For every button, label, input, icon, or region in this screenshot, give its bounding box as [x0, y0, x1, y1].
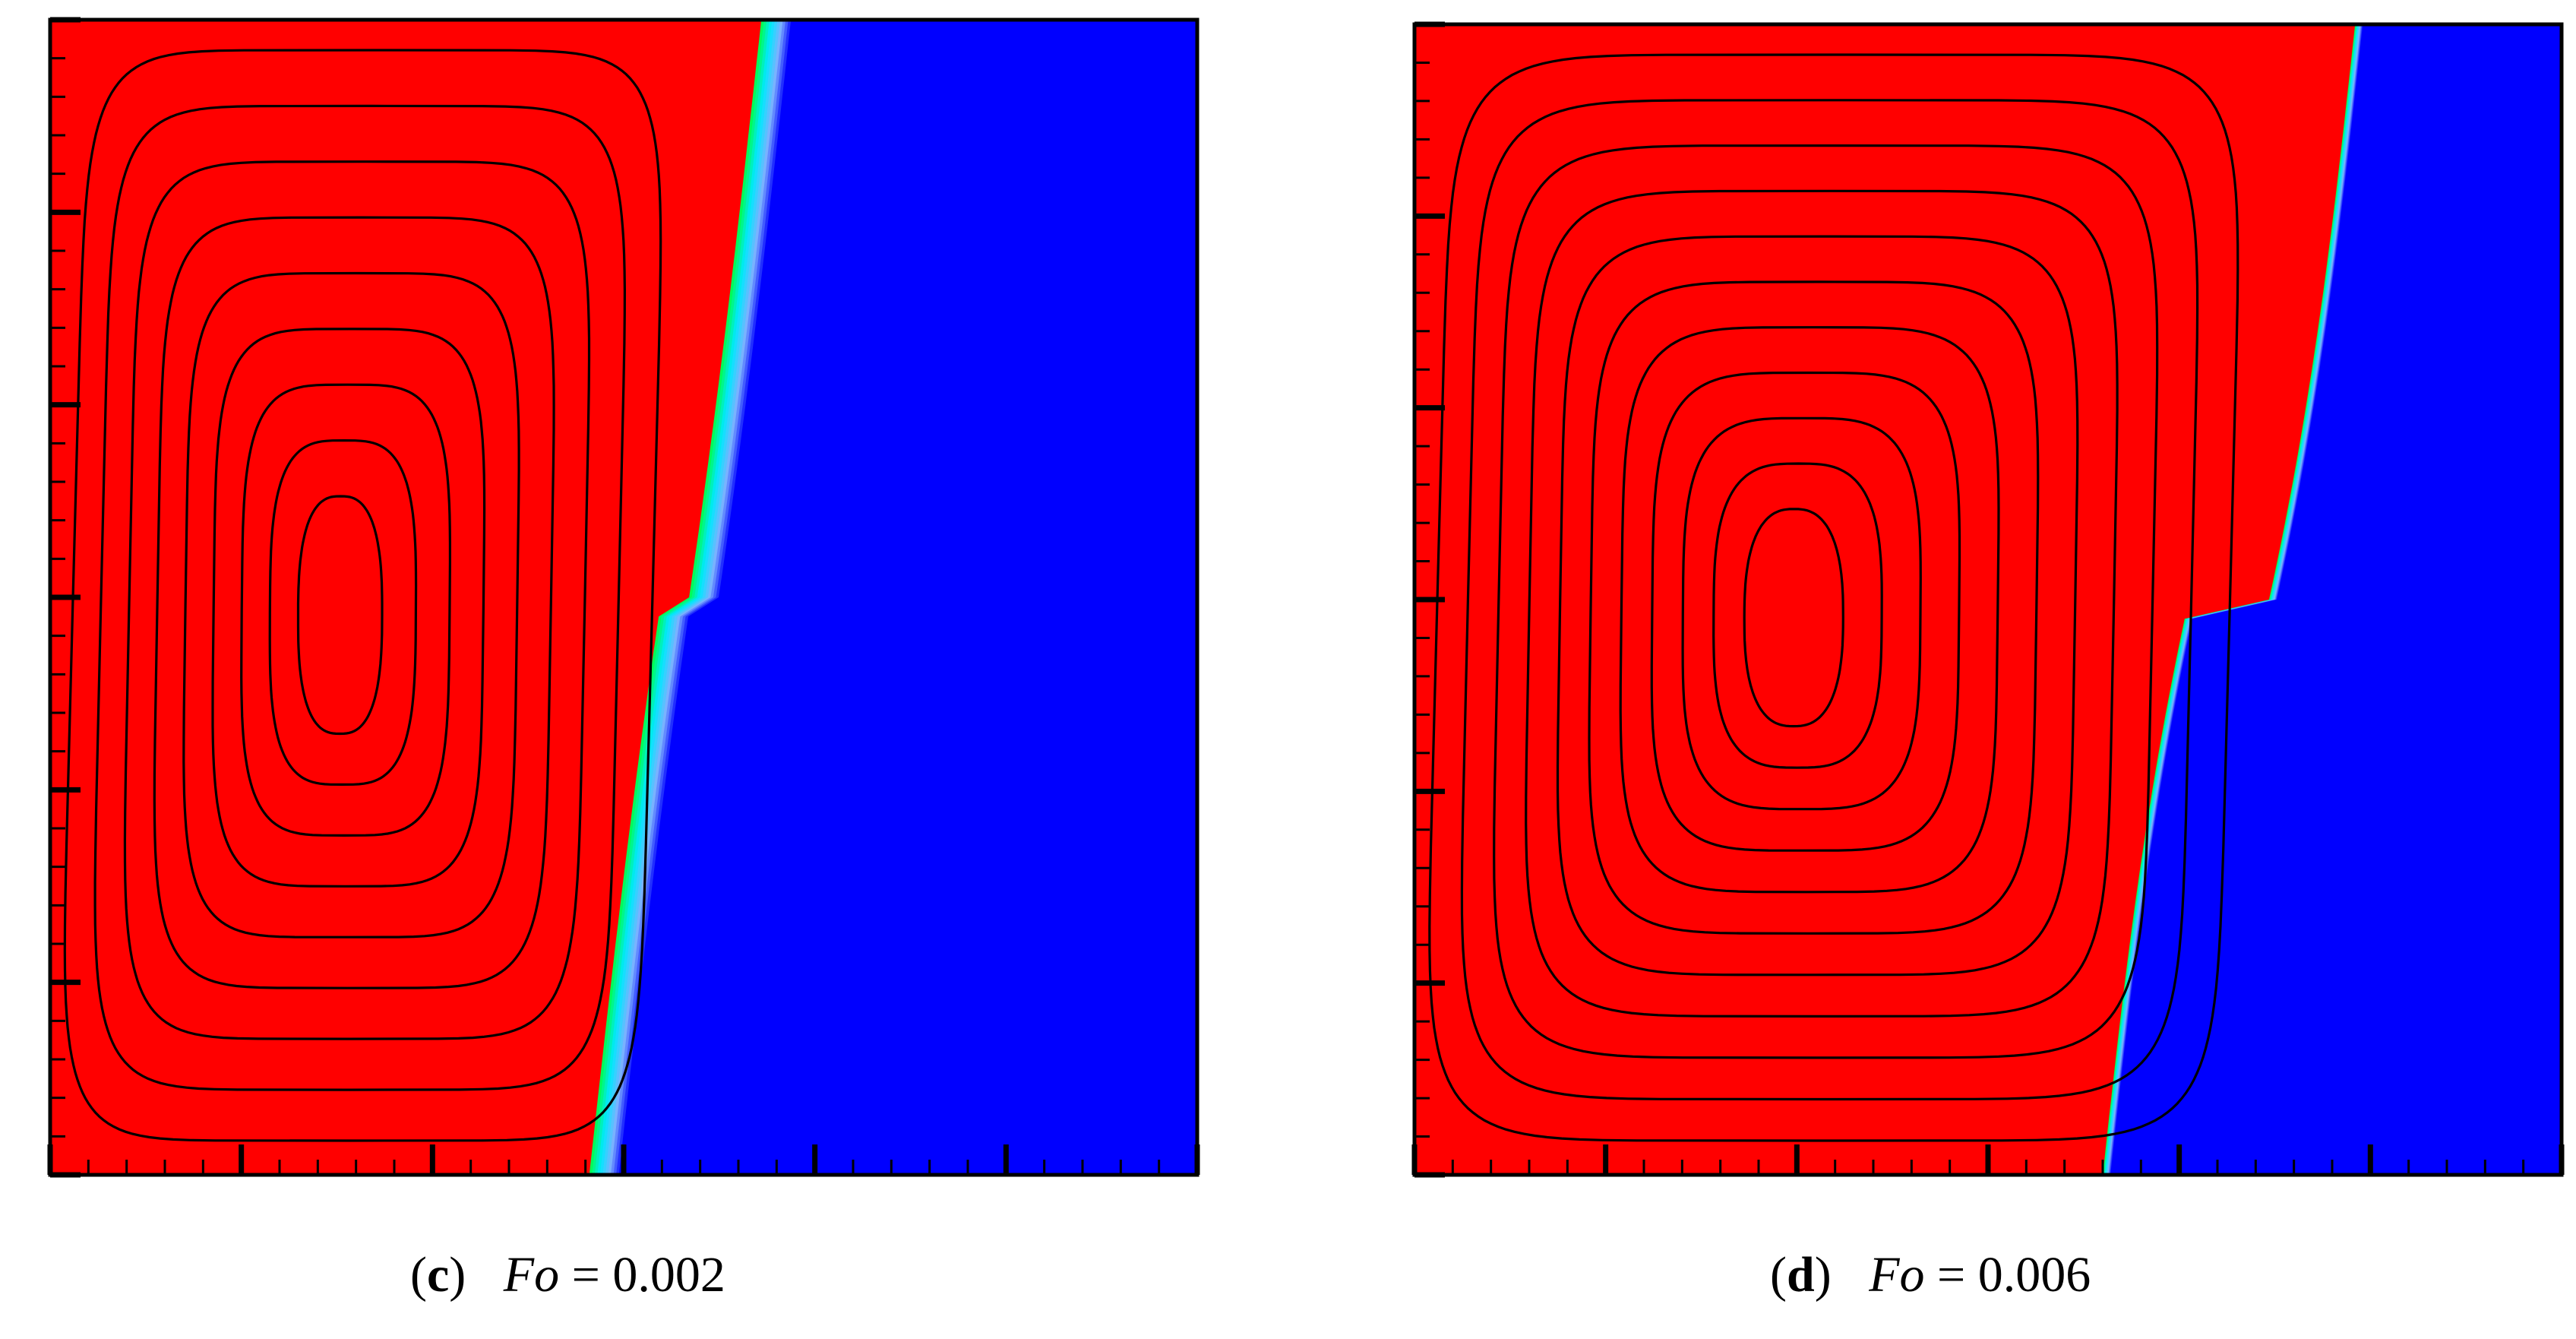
caption-letter: c — [426, 1247, 450, 1303]
caption-value: 0.006 — [1977, 1247, 2091, 1303]
streamline — [1650, 371, 1961, 852]
streamline — [211, 328, 486, 888]
liquid-region — [50, 20, 762, 1175]
liquid-region — [1414, 24, 2356, 1175]
caption-open-paren: ( — [410, 1247, 427, 1303]
streamline — [1588, 280, 2040, 935]
streamlines — [1428, 53, 2239, 1142]
panel-d-plot — [1411, 21, 2565, 1178]
streamline — [240, 383, 451, 837]
caption-close-paren: ) — [449, 1247, 466, 1303]
streamline — [268, 438, 418, 787]
streamline — [123, 160, 591, 1040]
streamline — [1681, 416, 1922, 811]
caption-equals: = — [571, 1247, 600, 1303]
caption-open-paren: ( — [1770, 1247, 1787, 1303]
panel-c-caption: (c) Fo = 0.002 — [410, 1246, 725, 1304]
streamline — [153, 216, 555, 989]
panel-d-caption: (d) Fo = 0.006 — [1770, 1246, 2091, 1304]
streamline — [296, 495, 384, 736]
axis-ticks — [1411, 21, 2565, 1178]
caption-close-paren: ) — [1814, 1247, 1832, 1303]
streamline — [182, 271, 520, 939]
streamline — [1743, 508, 1844, 728]
caption-value: 0.002 — [612, 1247, 725, 1303]
streamline — [1493, 144, 2159, 1059]
streamline — [63, 49, 662, 1142]
panel-c-plot — [47, 17, 1200, 1178]
caption-variable: Fo — [503, 1247, 560, 1303]
streamline — [1619, 326, 2000, 894]
streamline — [1525, 189, 2119, 1018]
axis-ticks — [47, 17, 1200, 1178]
streamline — [1556, 235, 2079, 977]
caption-equals: = — [1937, 1247, 1966, 1303]
streamline — [1712, 462, 1883, 769]
streamlines — [63, 49, 662, 1142]
caption-variable: Fo — [1869, 1247, 1925, 1303]
streamline — [1428, 53, 2239, 1142]
caption-letter: d — [1786, 1247, 1815, 1303]
streamline — [1460, 99, 2199, 1101]
streamline — [93, 104, 627, 1091]
